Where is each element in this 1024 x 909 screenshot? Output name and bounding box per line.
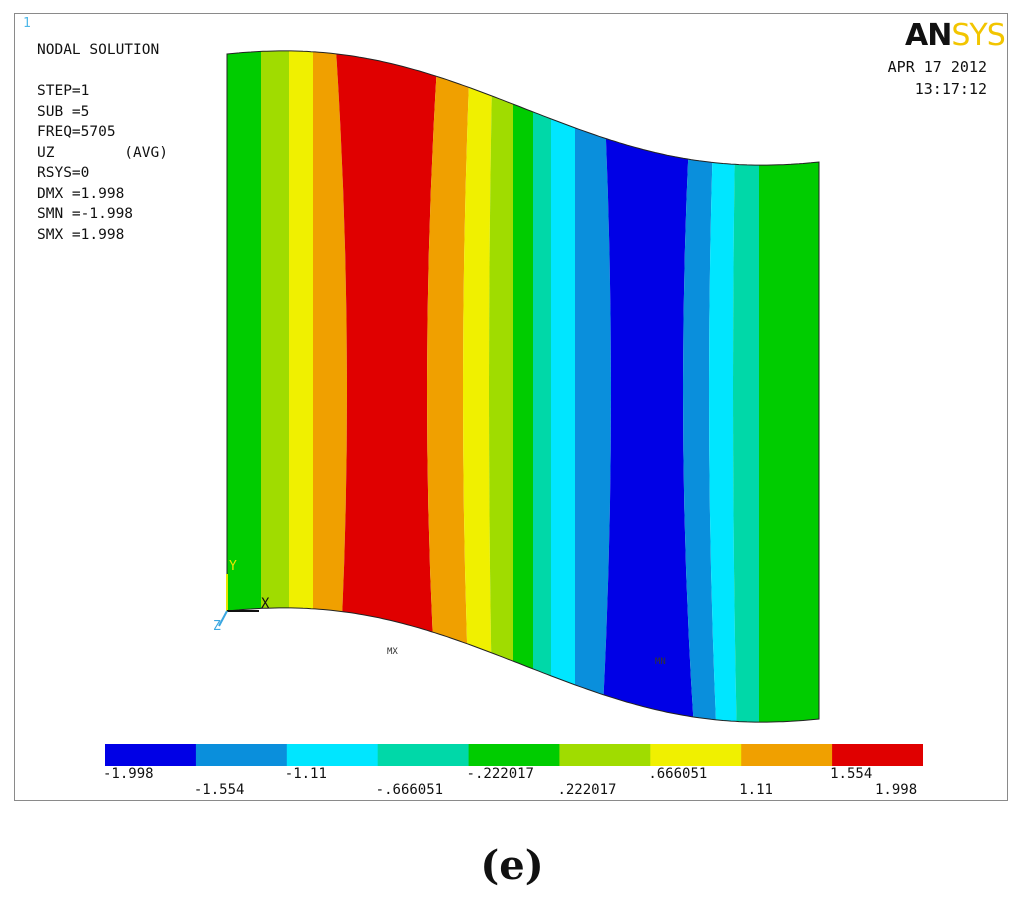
info-line: FREQ=5705	[37, 124, 116, 140]
contour-band	[733, 50, 760, 723]
triad-x-label: X	[261, 596, 270, 612]
contour-band	[683, 50, 717, 723]
contour-band	[227, 50, 262, 723]
legend-swatch	[195, 744, 288, 766]
legend-tick-bottom: .222017	[557, 782, 617, 798]
contour-band	[489, 50, 513, 723]
contour-bands	[227, 50, 819, 723]
solution-info: NODAL SOLUTION STEP=1 SUB =5 FREQ=5705 UZ (…	[37, 40, 168, 245]
legend-swatch	[286, 744, 379, 766]
info-line: RSYS=0	[37, 165, 90, 181]
legend-swatch	[468, 744, 560, 766]
legend-tick-top: .666051	[648, 766, 708, 782]
triad-y-label: Y	[229, 559, 237, 574]
contour-band	[427, 50, 471, 723]
info-line: UZ (AVG)	[37, 144, 168, 161]
info-line: NODAL SOLUTION	[37, 42, 160, 58]
window-number: 1	[23, 16, 31, 31]
info-line: DMX =1.998	[37, 185, 125, 202]
contour-band	[550, 50, 576, 723]
triad-z-label: Z	[213, 619, 221, 634]
timestamp: APR 17 2012 13:17:12	[888, 56, 987, 100]
coordinate-triad: Y X Z	[213, 559, 270, 634]
legend-tick-top: 1.554	[830, 766, 873, 782]
contour-band	[758, 50, 819, 723]
legend-tick-top: -1.11	[284, 766, 327, 782]
legend-tick-bottom: 1.11	[739, 782, 773, 798]
contour-band	[574, 50, 611, 723]
legend-tick-top: -.222017	[466, 766, 534, 782]
plate-outline	[226, 50, 820, 723]
legend-tick-bottom: -.666051	[375, 782, 444, 798]
max-marker: MX	[387, 647, 398, 657]
contour-band	[709, 50, 737, 723]
min-marker: MN	[655, 657, 666, 667]
contour-band	[512, 50, 534, 723]
date-text: APR 17 2012	[887, 58, 987, 76]
contour-band	[532, 50, 552, 723]
contour-band	[463, 50, 493, 723]
legend-swatch	[741, 744, 833, 766]
triad-z-axis	[218, 610, 228, 627]
info-line: SUB =5	[37, 103, 90, 120]
legend-swatch	[832, 744, 923, 766]
legend-swatch	[105, 744, 197, 766]
contour-band	[260, 50, 290, 723]
info-line: SMX =1.998	[37, 226, 125, 243]
info-line: SMN =-1.998	[37, 206, 134, 222]
legend-tick-bottom: -1.554	[193, 782, 245, 798]
contour-plot: Y X Z MX MN	[213, 50, 820, 723]
ansys-logo: ANSYS	[905, 18, 1006, 53]
contour-band	[312, 50, 347, 723]
legend-swatch	[650, 744, 742, 766]
legend-swatch	[559, 744, 651, 766]
contour-band	[335, 50, 439, 723]
info-line: STEP=1	[37, 83, 90, 99]
figure-caption: (e)	[480, 842, 544, 889]
legend-tick-bottom: 1.998	[875, 782, 918, 798]
color-legend-bar	[105, 744, 923, 766]
time-text: 13:17:12	[914, 80, 987, 98]
legend-tick-top: -1.998	[103, 766, 154, 782]
legend-swatch	[377, 744, 470, 766]
contour-band	[601, 50, 695, 723]
contour-band	[288, 50, 314, 723]
graphics-window: 1 NODAL SOLUTION STEP=1 SUB =5 FREQ=5705 UZ…	[14, 13, 1008, 801]
